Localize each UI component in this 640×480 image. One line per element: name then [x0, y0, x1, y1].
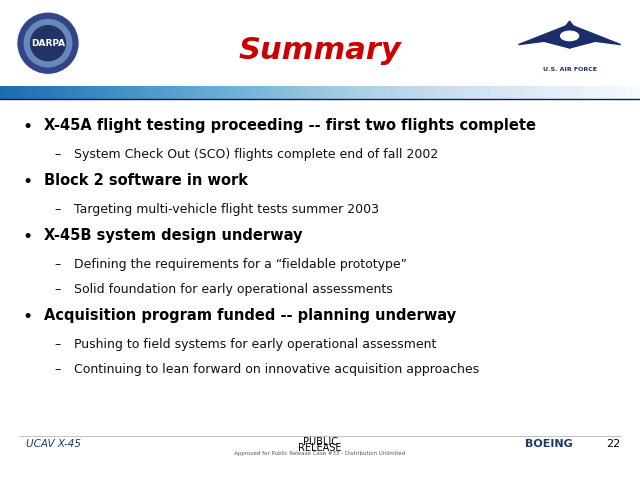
- Text: Acquisition program funded -- planning underway: Acquisition program funded -- planning u…: [44, 308, 456, 323]
- Polygon shape: [570, 24, 621, 48]
- Text: Continuing to lean forward on innovative acquisition approaches: Continuing to lean forward on innovative…: [74, 363, 479, 376]
- Circle shape: [31, 26, 65, 60]
- Circle shape: [24, 20, 72, 67]
- Polygon shape: [559, 21, 580, 48]
- Text: –: –: [54, 283, 61, 296]
- Text: UCAV X-45: UCAV X-45: [26, 440, 81, 449]
- Circle shape: [561, 31, 579, 41]
- Circle shape: [18, 13, 78, 73]
- Text: –: –: [54, 203, 61, 216]
- Text: RELEASE: RELEASE: [298, 444, 342, 453]
- Text: U.S. AIR FORCE: U.S. AIR FORCE: [543, 67, 596, 72]
- Text: •: •: [22, 173, 33, 191]
- Text: X-45B system design underway: X-45B system design underway: [44, 228, 302, 243]
- Text: –: –: [54, 363, 61, 376]
- Polygon shape: [518, 24, 570, 48]
- Text: DARPA: DARPA: [31, 39, 65, 48]
- Text: Defining the requirements for a “fieldable prototype”: Defining the requirements for a “fieldab…: [74, 258, 406, 271]
- Text: •: •: [22, 308, 33, 326]
- Text: Solid foundation for early operational assessments: Solid foundation for early operational a…: [74, 283, 392, 296]
- Text: –: –: [54, 148, 61, 161]
- Text: –: –: [54, 258, 61, 271]
- Text: Summary: Summary: [239, 36, 401, 65]
- Text: •: •: [22, 228, 33, 246]
- Text: PUBLIC: PUBLIC: [303, 437, 337, 446]
- Text: •: •: [22, 118, 33, 136]
- Text: Block 2 software in work: Block 2 software in work: [44, 173, 248, 188]
- Text: System Check Out (SCO) flights complete end of fall 2002: System Check Out (SCO) flights complete …: [74, 148, 438, 161]
- Text: BOEING: BOEING: [525, 440, 573, 449]
- Text: Pushing to field systems for early operational assessment: Pushing to field systems for early opera…: [74, 338, 436, 351]
- Text: Approved for Public Release Case #33 - Distribution Unlimited: Approved for Public Release Case #33 - D…: [234, 451, 406, 456]
- Text: X-45A flight testing proceeding -- first two flights complete: X-45A flight testing proceeding -- first…: [44, 118, 536, 132]
- Text: –: –: [54, 338, 61, 351]
- Text: Targeting multi-vehicle flight tests summer 2003: Targeting multi-vehicle flight tests sum…: [74, 203, 379, 216]
- Text: 22: 22: [607, 440, 621, 449]
